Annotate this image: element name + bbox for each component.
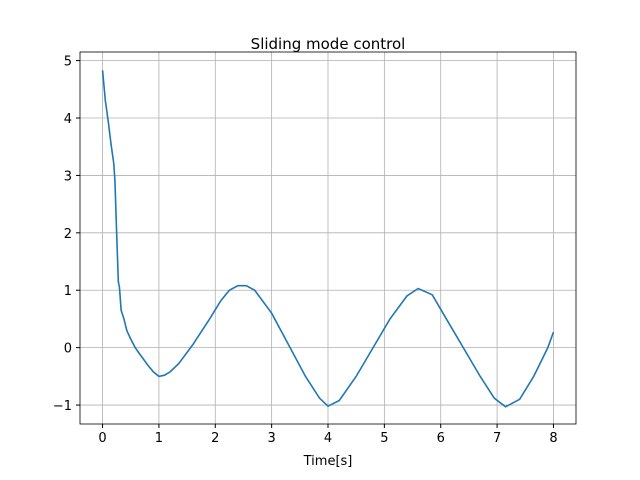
chart-title: Sliding mode control bbox=[251, 35, 406, 53]
x-tick-label: 4 bbox=[324, 431, 332, 446]
x-tick-label: 6 bbox=[437, 431, 445, 446]
x-tick-label: 7 bbox=[493, 431, 501, 446]
x-axis-label: Time[s] bbox=[303, 454, 353, 469]
y-tick-label: 0 bbox=[64, 342, 72, 357]
plot-frame bbox=[79, 51, 577, 425]
x-tick-label: 3 bbox=[267, 431, 275, 446]
x-tick-label: 5 bbox=[380, 431, 388, 446]
y-tick-label: 5 bbox=[64, 55, 72, 70]
y-tick-label: 1 bbox=[64, 284, 72, 299]
line bbox=[101, 70, 555, 408]
y-tick-label: 2 bbox=[64, 227, 72, 242]
x-tick-label: 2 bbox=[211, 431, 219, 446]
y-tick-label: −1 bbox=[53, 399, 72, 414]
x-tick-label: 8 bbox=[549, 431, 557, 446]
y-tick-label: 4 bbox=[64, 112, 72, 127]
x-tick-label: 0 bbox=[98, 431, 106, 446]
y-tick-label: 3 bbox=[64, 169, 72, 184]
x-tick-label: 1 bbox=[155, 431, 163, 446]
